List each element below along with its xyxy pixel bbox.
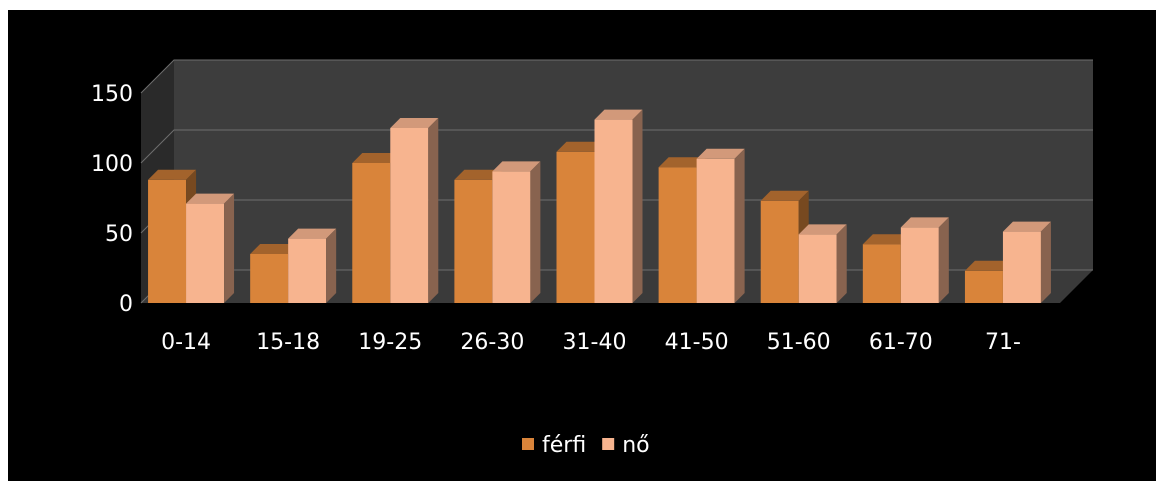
- bar-top: [492, 161, 541, 172]
- bar-front: [492, 171, 531, 303]
- bar-top: [454, 169, 503, 180]
- x-tick-label: 19-25: [358, 330, 422, 355]
- bar-side: [530, 161, 541, 303]
- bar: [492, 161, 541, 303]
- legend-swatch: [522, 438, 534, 450]
- bar-front: [454, 179, 493, 303]
- x-tick-label: 61-70: [869, 330, 933, 355]
- bar: [900, 217, 949, 303]
- bar-top: [964, 260, 1013, 271]
- bar-front: [862, 244, 901, 303]
- chart-area: 0 50 100 150 0-14 15-18 19-25 26-30 31-40 41-50 5…: [8, 10, 1156, 481]
- bar-top: [900, 217, 949, 228]
- gridline: [140, 59, 1093, 94]
- bar-top: [798, 224, 847, 235]
- y-tick-label: 50: [105, 222, 133, 247]
- bar-front: [798, 234, 837, 303]
- bar: [696, 148, 745, 303]
- bar-front: [696, 158, 735, 303]
- bar-front: [288, 238, 327, 303]
- bar-front: [148, 179, 187, 303]
- x-tick-label: 41-50: [665, 330, 729, 355]
- legend: férfi nő: [522, 433, 650, 458]
- legend-item: férfi: [522, 433, 586, 458]
- bar-front: [964, 270, 1003, 303]
- x-tick-label: 71-: [985, 330, 1021, 355]
- x-tick-label: 0-14: [161, 330, 211, 355]
- x-tick-label: 26-30: [460, 330, 524, 355]
- bar-front: [390, 128, 429, 303]
- bar-side: [428, 118, 439, 303]
- bar-side: [836, 224, 847, 303]
- x-axis-ticks: 0-14 15-18 19-25 26-30 31-40 41-50 51-60 61-70 7…: [161, 330, 1021, 355]
- bar-top: [288, 228, 337, 239]
- bar: [288, 228, 337, 303]
- bar-chart: 0 50 100 150 0-14 15-18 19-25 26-30 31-40 41-50 5…: [91, 59, 1093, 458]
- bar-top: [760, 190, 809, 201]
- x-tick-label: 31-40: [563, 330, 627, 355]
- legend-item: nő: [602, 433, 650, 458]
- bar-side: [224, 193, 235, 303]
- bar-front: [594, 119, 633, 303]
- bar-top: [352, 153, 401, 163]
- bar: [798, 224, 847, 303]
- bar-front: [658, 167, 697, 303]
- bar-side: [1040, 221, 1051, 303]
- bars: [148, 109, 1051, 303]
- y-tick-label: 0: [119, 292, 133, 317]
- bar: [1002, 221, 1051, 303]
- bar-front: [352, 163, 391, 303]
- bar-top: [696, 148, 745, 159]
- bar-top: [658, 157, 707, 168]
- bar-front: [556, 151, 595, 303]
- bar-top: [556, 141, 605, 152]
- bar-top: [1002, 221, 1051, 232]
- bar-front: [186, 203, 225, 303]
- gridline: [140, 129, 1093, 164]
- bar-top: [862, 234, 911, 245]
- bar-side: [938, 217, 949, 303]
- bar-front: [250, 254, 289, 303]
- legend-swatch: [602, 438, 615, 450]
- bar-front: [1002, 231, 1041, 303]
- bar-top: [186, 193, 235, 204]
- bar-top: [148, 169, 197, 180]
- bar-top: [250, 244, 299, 254]
- y-tick-label: 150: [91, 82, 133, 107]
- legend-label: nő: [622, 433, 649, 458]
- bar-front: [900, 227, 939, 303]
- x-tick-label: 15-18: [256, 330, 320, 355]
- bar-top: [390, 118, 439, 128]
- bar-top: [594, 109, 643, 120]
- bar: [186, 193, 235, 303]
- x-tick-label: 51-60: [767, 330, 831, 355]
- bar-front: [760, 200, 799, 303]
- bar-side: [632, 109, 643, 303]
- y-tick-label: 100: [91, 152, 133, 177]
- bar-side: [734, 148, 745, 303]
- y-axis-ticks: 0 50 100 150: [91, 82, 133, 317]
- bar-side: [326, 228, 337, 303]
- bar: [594, 109, 643, 303]
- legend-label: férfi: [542, 433, 586, 458]
- bar: [390, 118, 439, 303]
